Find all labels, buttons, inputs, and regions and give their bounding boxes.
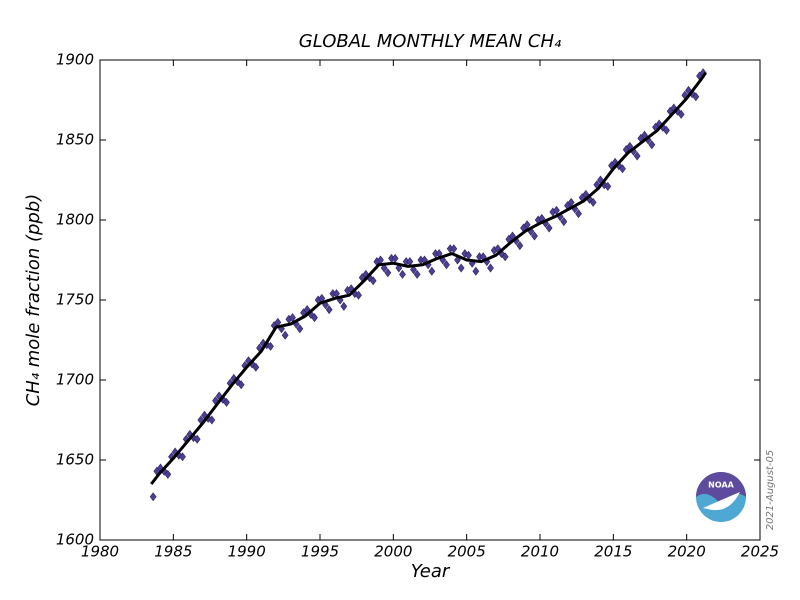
data-point bbox=[384, 268, 392, 278]
data-point bbox=[663, 125, 670, 135]
data-point bbox=[531, 231, 538, 241]
trend-line bbox=[150, 71, 707, 485]
x-axis-label: Year bbox=[411, 561, 451, 582]
data-point bbox=[369, 276, 377, 286]
data-point bbox=[692, 92, 700, 102]
logo-top bbox=[696, 472, 746, 505]
data-point bbox=[281, 330, 289, 340]
data-point bbox=[443, 260, 450, 270]
data-point bbox=[410, 265, 417, 275]
data-point bbox=[399, 269, 406, 279]
data-point bbox=[223, 397, 230, 407]
logo-text: NOAA bbox=[708, 481, 734, 490]
data-point bbox=[208, 415, 216, 425]
data-point bbox=[413, 269, 421, 279]
y-tick-label: 1600 bbox=[56, 531, 94, 549]
data-point bbox=[604, 181, 612, 191]
data-point bbox=[311, 313, 318, 323]
x-tick-label: 2025 bbox=[741, 543, 779, 561]
y-tick-label: 1850 bbox=[56, 131, 94, 149]
data-point bbox=[589, 197, 597, 207]
data-point bbox=[575, 209, 582, 219]
x-tick-label: 1990 bbox=[228, 543, 266, 561]
data-point bbox=[619, 164, 626, 174]
x-tick-label: 2010 bbox=[521, 543, 559, 561]
data-point bbox=[677, 109, 685, 119]
data-point bbox=[179, 452, 186, 462]
y-tick-label: 1650 bbox=[56, 451, 94, 469]
data-point bbox=[545, 223, 553, 233]
x-tick-label: 2000 bbox=[374, 543, 412, 561]
data-point bbox=[193, 434, 201, 444]
x-tick-label: 1985 bbox=[154, 543, 192, 561]
data-point bbox=[252, 362, 260, 372]
noaa-logo: NOAA bbox=[696, 472, 746, 522]
data-point bbox=[457, 263, 465, 273]
data-point bbox=[560, 217, 568, 227]
y-tick-label: 1750 bbox=[56, 291, 94, 309]
data-point bbox=[296, 324, 304, 334]
data-point bbox=[633, 151, 641, 161]
data-point bbox=[237, 380, 245, 390]
date-annotation: 2021-August-05 bbox=[765, 450, 776, 530]
data-point bbox=[325, 305, 333, 315]
x-tick-label: 1995 bbox=[301, 543, 339, 561]
data-point bbox=[516, 241, 524, 251]
data-point bbox=[380, 263, 388, 273]
data-point bbox=[164, 469, 172, 479]
x-tick-label: 2005 bbox=[448, 543, 486, 561]
x-tick-label: 2020 bbox=[668, 543, 706, 561]
x-tick-label: 2015 bbox=[594, 543, 632, 561]
data-point bbox=[472, 266, 480, 276]
y-tick-label: 1700 bbox=[56, 371, 94, 389]
y-axis-label: CH₄ mole fraction (ppb) bbox=[23, 194, 44, 407]
data-point bbox=[355, 290, 362, 300]
plot-area bbox=[149, 68, 707, 502]
x-tick-label: 1980 bbox=[81, 543, 119, 561]
data-point bbox=[648, 140, 656, 150]
y-tick-label: 1900 bbox=[56, 51, 94, 69]
data-point bbox=[428, 266, 436, 276]
data-point bbox=[267, 341, 274, 351]
logo-wave bbox=[703, 492, 740, 511]
data-point bbox=[340, 301, 348, 311]
chart-title: GLOBAL MONTHLY MEAN CH₄ bbox=[299, 31, 562, 52]
data-point bbox=[487, 263, 494, 273]
data-point bbox=[149, 492, 157, 502]
data-point bbox=[501, 252, 509, 262]
y-tick-label: 1800 bbox=[56, 211, 94, 229]
